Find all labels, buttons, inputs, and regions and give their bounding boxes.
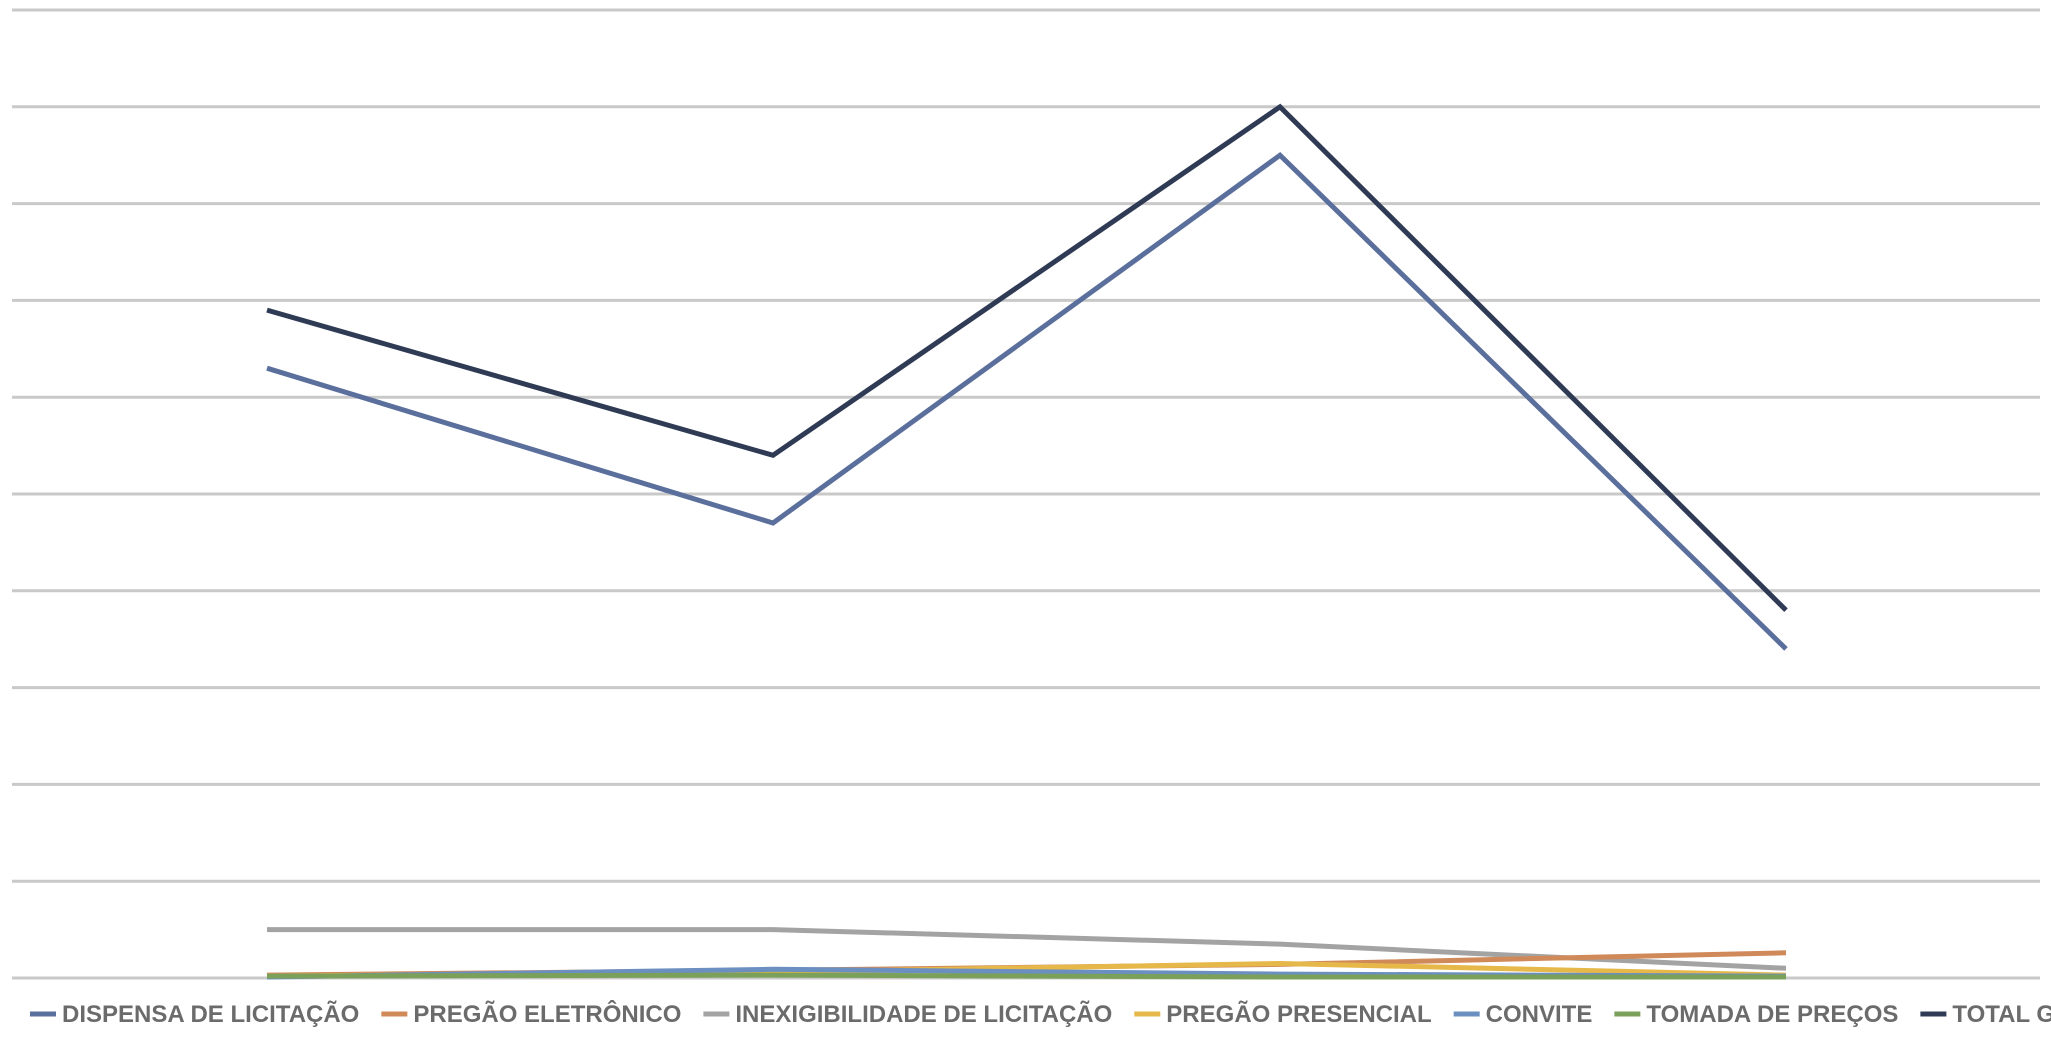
- legend-label-inexigibilidade-de-licitacao: INEXIGIBILIDADE DE LICITAÇÃO: [735, 1000, 1112, 1028]
- series-line-tomada-de-precos: [266, 972, 1786, 980]
- gridlines: [12, 8, 2040, 980]
- legend-label-dispensa-de-licitacao: DISPENSA DE LICITAÇÃO: [62, 1000, 359, 1028]
- legend-label-convite: CONVITE: [1486, 1001, 1593, 1028]
- series-line-dispensa-de-licitacao: [266, 151, 1788, 651]
- series-line-total-geral: [266, 103, 1788, 612]
- legend-label-pregao-presencial: PREGÃO PRESENCIAL: [1166, 1000, 1431, 1028]
- legend: DISPENSA DE LICITAÇÃO PREGÃO ELETRÔNICO IN…: [30, 1000, 2051, 1028]
- legend-label-tomada-de-precos: TOMADA DE PREÇOS: [1646, 1001, 1898, 1028]
- legend-label-total-geral: TOTAL GERAL: [1952, 1001, 2051, 1028]
- series-line-inexigibilidade-de-licitacao: [267, 927, 1787, 971]
- series-lines: [266, 103, 1788, 980]
- legend-label-pregao-eletronico: PREGÃO ELETRÔNICO: [413, 1000, 681, 1028]
